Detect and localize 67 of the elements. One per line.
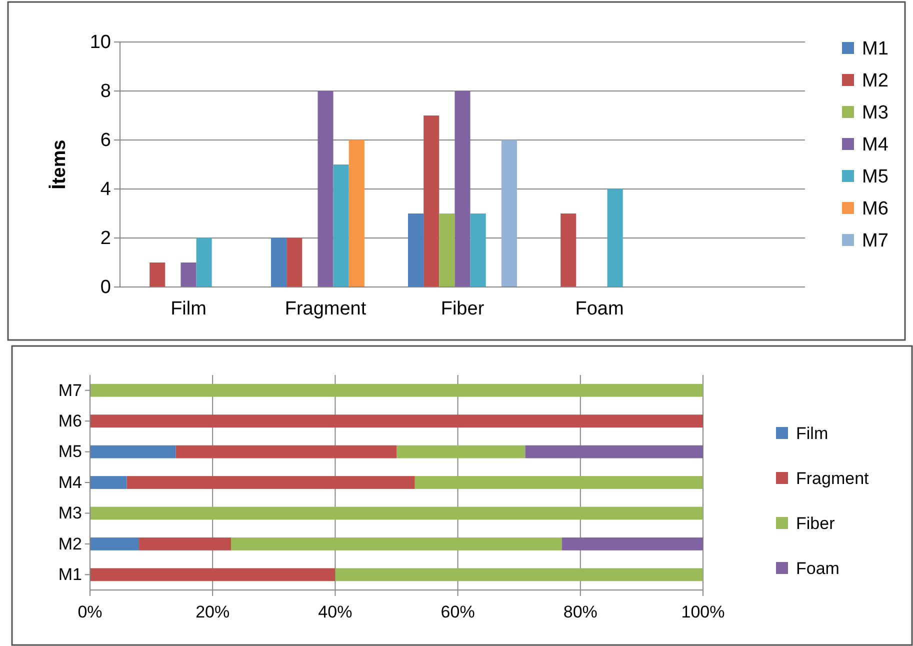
bar (90, 506, 703, 520)
bar (90, 414, 703, 428)
legend-label: M1 (862, 38, 888, 60)
bar (414, 476, 703, 489)
bar (439, 214, 455, 287)
bar (348, 140, 364, 287)
y-tick-label: M4 (58, 472, 82, 492)
bar (454, 91, 470, 287)
y-tick-label: 4 (100, 179, 112, 200)
legend-label: M7 (862, 230, 888, 252)
bar (90, 445, 176, 458)
bar (139, 537, 231, 550)
bar (470, 214, 486, 287)
x-tick-label: 80% (563, 602, 598, 622)
bar (408, 214, 424, 287)
bar (501, 140, 517, 287)
bar (230, 537, 562, 550)
bar (90, 537, 140, 550)
bar (90, 568, 336, 582)
y-tick-label: 6 (100, 130, 111, 152)
y-tick-label: M1 (58, 565, 82, 584)
y-tick-label: M5 (58, 442, 82, 462)
bar (176, 445, 396, 458)
bar (335, 568, 703, 582)
x-tick-label: 20% (196, 602, 230, 622)
y-tick-label: 10 (90, 32, 111, 54)
y-tick-label: M6 (58, 412, 82, 431)
x-tick-label: 60% (440, 602, 475, 622)
legend-label: M6 (862, 198, 888, 220)
bar (525, 445, 703, 458)
bar (90, 384, 703, 397)
legend-label: M2 (862, 70, 888, 92)
bar (333, 164, 349, 287)
y-tick-label: M2 (58, 534, 82, 554)
bar (180, 262, 196, 287)
bar (126, 476, 415, 489)
y-tick-label: 0 (100, 277, 111, 298)
bar (396, 445, 526, 458)
legend-label: M3 (862, 102, 888, 124)
legend-label: Fragment (796, 468, 870, 488)
y-tick-label: M3 (58, 504, 82, 523)
bar (607, 189, 623, 287)
y-tick-label: M7 (58, 380, 82, 400)
bar (560, 214, 576, 287)
y-axis-title: İtems (48, 140, 70, 190)
legend-label: Foam (796, 558, 840, 578)
legend-label: Film (796, 424, 828, 443)
x-tick-label: Fragment (284, 298, 367, 320)
y-tick-label: 8 (100, 81, 111, 102)
bar (318, 91, 334, 287)
bar (562, 537, 703, 550)
bar (90, 476, 127, 489)
x-tick-label: 0% (78, 602, 102, 622)
legend-label: M4 (862, 134, 889, 156)
bar (150, 262, 166, 287)
bar (196, 238, 212, 287)
x-tick-label: Film (170, 298, 206, 320)
x-tick-label: Foam (575, 298, 624, 320)
x-tick-label: 40% (318, 602, 352, 622)
legend-label: Fiber (796, 514, 836, 533)
bar (286, 238, 302, 287)
legend-label: M5 (862, 166, 888, 188)
bar (424, 116, 440, 287)
bar (271, 238, 287, 287)
y-tick-label: 2 (100, 228, 111, 250)
x-tick-label: 100% (681, 602, 725, 622)
x-tick-label: Fiber (440, 298, 485, 320)
